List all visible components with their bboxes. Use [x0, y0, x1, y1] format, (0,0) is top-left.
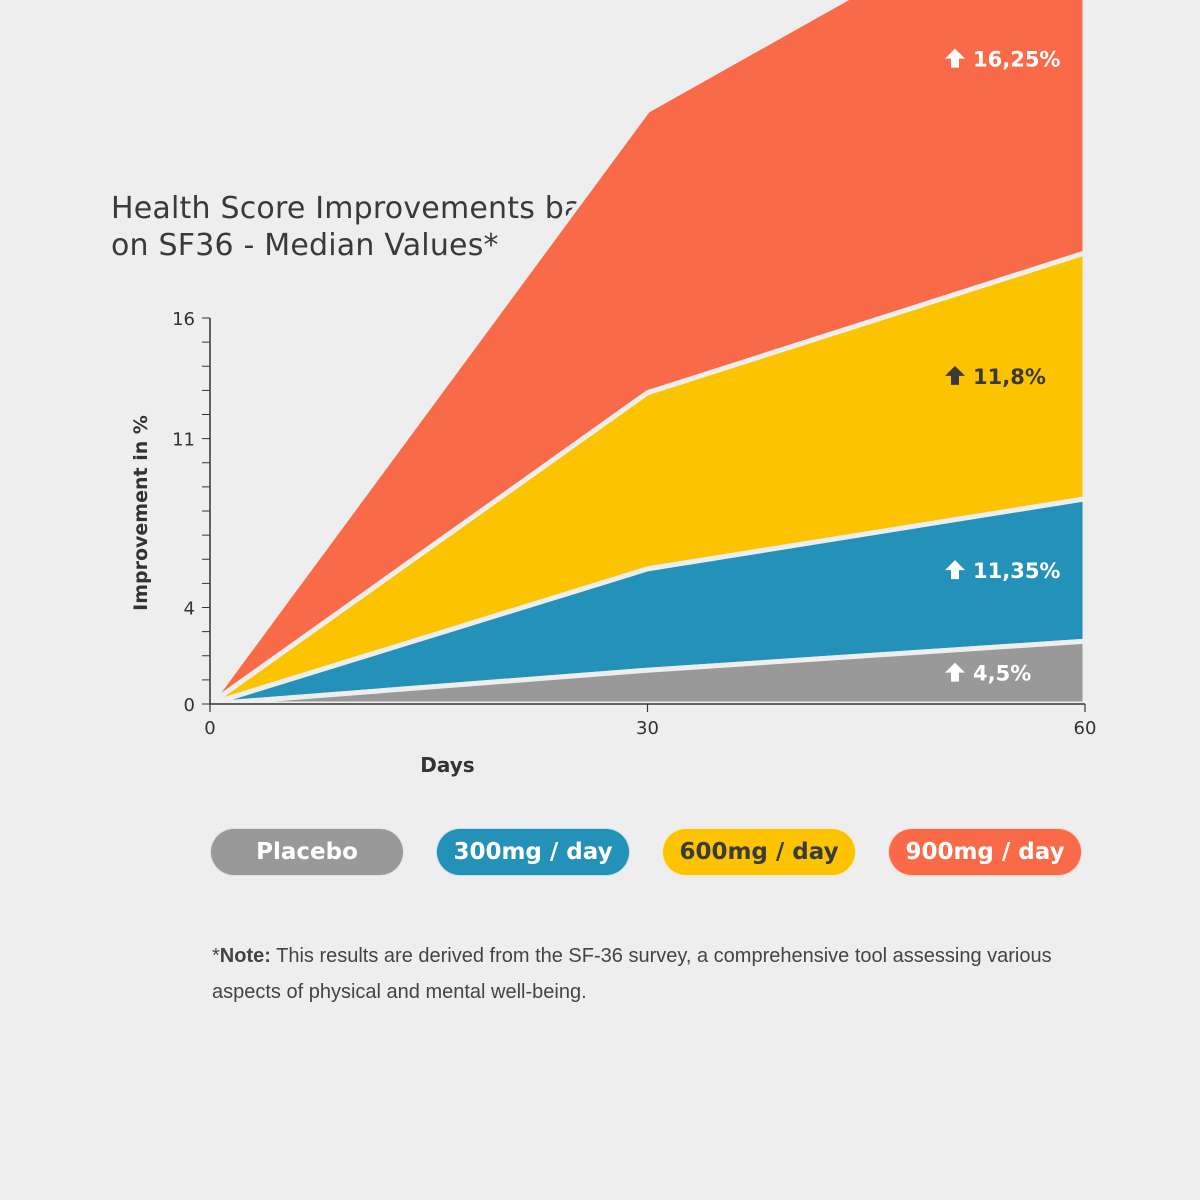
x-tick-label: 60 [1074, 718, 1097, 739]
y-tick-label: 0 [184, 695, 195, 716]
end-value-label: 4,5% [973, 662, 1031, 686]
footnote: *Note: This results are derived from the… [212, 938, 1072, 1010]
arrow-up-icon [945, 365, 965, 385]
y-axis-title: Improvement in % [130, 415, 152, 611]
y-tick-label: 11 [172, 430, 195, 451]
legend-item-placebo[interactable]: Placebo [210, 828, 404, 876]
footnote-text: This results are derived from the SF-36 … [212, 945, 1052, 1003]
end-value-label: 11,8% [973, 365, 1046, 389]
chart-title-line-2: on SF36 - Median Values* [111, 228, 499, 263]
legend: Placebo 300mg / day 600mg / day 900mg / … [210, 828, 1082, 876]
footnote-prefix: * [212, 945, 220, 967]
x-axis-title: Days [420, 753, 474, 777]
legend-label: Placebo [256, 839, 358, 865]
y-tick-label: 16 [172, 309, 195, 330]
end-value-label: 16,25% [973, 48, 1060, 72]
x-tick-label: 30 [636, 718, 659, 739]
footnote-bold: Note: [219, 945, 271, 967]
legend-item-600mg[interactable]: 600mg / day [662, 828, 856, 876]
legend-label: 600mg / day [679, 839, 839, 865]
chart-title-line-1: Health Score Improvements based [111, 191, 637, 226]
y-tick-label: 4 [184, 599, 195, 620]
arrow-up-icon [945, 48, 965, 68]
legend-item-300mg[interactable]: 300mg / day [436, 828, 630, 876]
legend-label: 900mg / day [905, 839, 1065, 865]
chart-title: Health Score Improvements based on SF36 … [111, 190, 636, 264]
arrow-up-icon [945, 662, 965, 682]
area-chart: 4,5% 11,35% 11,8% 16,25% 0 4 11 16 0 30 60 Days Impr… [130, 0, 1097, 777]
arrow-up-icon [945, 560, 965, 580]
legend-item-900mg[interactable]: 900mg / day [888, 828, 1082, 876]
x-tick-label: 0 [204, 718, 215, 739]
end-value-label: 11,35% [973, 559, 1060, 583]
legend-label: 300mg / day [453, 839, 613, 865]
